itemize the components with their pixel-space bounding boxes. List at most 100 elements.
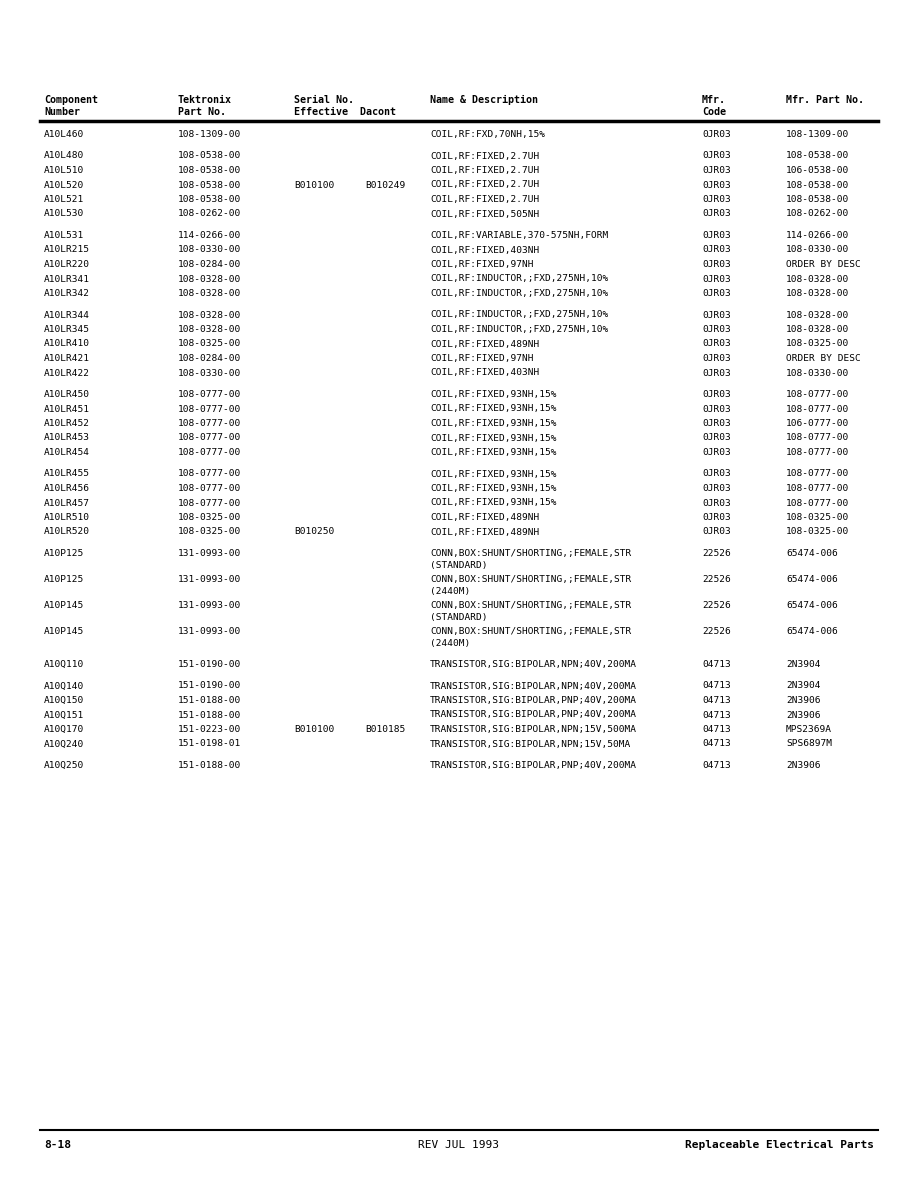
Text: 108-0777-00: 108-0777-00 bbox=[178, 484, 241, 493]
Text: TRANSISTOR,SIG:BIPOLAR,NPN;15V,500MA: TRANSISTOR,SIG:BIPOLAR,NPN;15V,500MA bbox=[430, 725, 637, 734]
Text: 04713: 04713 bbox=[702, 710, 731, 720]
Text: 131-0993-00: 131-0993-00 bbox=[178, 627, 241, 636]
Text: 65474-006: 65474-006 bbox=[786, 575, 838, 584]
Text: 108-0538-00: 108-0538-00 bbox=[786, 181, 849, 190]
Text: A10L510: A10L510 bbox=[44, 166, 84, 175]
Text: 131-0993-00: 131-0993-00 bbox=[178, 575, 241, 584]
Text: A10LR344: A10LR344 bbox=[44, 310, 90, 320]
Text: 04713: 04713 bbox=[702, 725, 731, 734]
Text: COIL,RF:FIXED,489NH: COIL,RF:FIXED,489NH bbox=[430, 513, 539, 522]
Text: B010250: B010250 bbox=[294, 527, 334, 537]
Text: COIL,RF:FIXED,505NH: COIL,RF:FIXED,505NH bbox=[430, 209, 539, 219]
Text: 108-0538-00: 108-0538-00 bbox=[178, 152, 241, 160]
Text: A10Q170: A10Q170 bbox=[44, 725, 84, 734]
Text: A10LR520: A10LR520 bbox=[44, 527, 90, 537]
Text: COIL,RF:FIXED,93NH,15%: COIL,RF:FIXED,93NH,15% bbox=[430, 484, 556, 493]
Text: 0JR03: 0JR03 bbox=[702, 434, 731, 442]
Text: 0JR03: 0JR03 bbox=[702, 354, 731, 364]
Text: 108-0777-00: 108-0777-00 bbox=[178, 390, 241, 399]
Text: Code: Code bbox=[702, 107, 726, 116]
Text: 22526: 22526 bbox=[702, 549, 731, 558]
Text: TRANSISTOR,SIG:BIPOLAR,PNP;40V,200MA: TRANSISTOR,SIG:BIPOLAR,PNP;40V,200MA bbox=[430, 696, 637, 704]
Text: B010100: B010100 bbox=[294, 181, 334, 190]
Text: 0JR03: 0JR03 bbox=[702, 152, 731, 160]
Text: 108-0330-00: 108-0330-00 bbox=[178, 246, 241, 254]
Text: ORDER BY DESC: ORDER BY DESC bbox=[786, 260, 861, 268]
Text: 108-0328-00: 108-0328-00 bbox=[786, 274, 849, 284]
Text: 0JR03: 0JR03 bbox=[702, 527, 731, 537]
Text: 22526: 22526 bbox=[702, 601, 731, 609]
Text: (2440M): (2440M) bbox=[430, 587, 470, 596]
Text: 65474-006: 65474-006 bbox=[786, 627, 838, 636]
Text: A10LR421: A10LR421 bbox=[44, 354, 90, 364]
Text: 0JR03: 0JR03 bbox=[702, 230, 731, 240]
Text: A10LR510: A10LR510 bbox=[44, 513, 90, 522]
Text: COIL,RF:FIXED,97NH: COIL,RF:FIXED,97NH bbox=[430, 260, 533, 268]
Text: A10LR451: A10LR451 bbox=[44, 404, 90, 413]
Text: Part No.: Part No. bbox=[178, 107, 226, 116]
Text: 108-1309-00: 108-1309-00 bbox=[786, 129, 849, 139]
Text: 04713: 04713 bbox=[702, 682, 731, 690]
Text: 108-0328-00: 108-0328-00 bbox=[178, 274, 241, 284]
Text: (STANDARD): (STANDARD) bbox=[430, 561, 487, 570]
Text: A10Q151: A10Q151 bbox=[44, 710, 84, 720]
Text: 8-18: 8-18 bbox=[44, 1140, 71, 1150]
Text: Component: Component bbox=[44, 95, 98, 105]
Text: 2N3906: 2N3906 bbox=[786, 710, 821, 720]
Text: 22526: 22526 bbox=[702, 575, 731, 584]
Text: 0JR03: 0JR03 bbox=[702, 484, 731, 493]
Text: 108-0328-00: 108-0328-00 bbox=[786, 310, 849, 320]
Text: Tektronix: Tektronix bbox=[178, 95, 232, 105]
Text: 106-0538-00: 106-0538-00 bbox=[786, 166, 849, 175]
Text: 131-0993-00: 131-0993-00 bbox=[178, 601, 241, 609]
Text: CONN,BOX:SHUNT/SHORTING,;FEMALE,STR: CONN,BOX:SHUNT/SHORTING,;FEMALE,STR bbox=[430, 627, 632, 636]
Text: 0JR03: 0JR03 bbox=[702, 390, 731, 399]
Text: A10L531: A10L531 bbox=[44, 230, 84, 240]
Text: COIL,RF:FIXED,93NH,15%: COIL,RF:FIXED,93NH,15% bbox=[430, 404, 556, 413]
Text: 65474-006: 65474-006 bbox=[786, 601, 838, 609]
Text: 0JR03: 0JR03 bbox=[702, 499, 731, 507]
Text: 108-0538-00: 108-0538-00 bbox=[178, 195, 241, 204]
Text: A10L530: A10L530 bbox=[44, 209, 84, 219]
Text: A10P125: A10P125 bbox=[44, 575, 84, 584]
Text: 0JR03: 0JR03 bbox=[702, 513, 731, 522]
Text: 108-0325-00: 108-0325-00 bbox=[178, 340, 241, 348]
Text: A10LR341: A10LR341 bbox=[44, 274, 90, 284]
Text: A10LR450: A10LR450 bbox=[44, 390, 90, 399]
Text: 108-0777-00: 108-0777-00 bbox=[178, 434, 241, 442]
Text: COIL,RF:VARIABLE,370-575NH,FORM: COIL,RF:VARIABLE,370-575NH,FORM bbox=[430, 230, 609, 240]
Text: 108-0777-00: 108-0777-00 bbox=[786, 484, 849, 493]
Text: 151-0198-01: 151-0198-01 bbox=[178, 739, 241, 748]
Text: COIL,RF:FIXED,93NH,15%: COIL,RF:FIXED,93NH,15% bbox=[430, 499, 556, 507]
Text: 0JR03: 0JR03 bbox=[702, 448, 731, 457]
Text: 108-0325-00: 108-0325-00 bbox=[786, 527, 849, 537]
Text: COIL,RF:FIXED,403NH: COIL,RF:FIXED,403NH bbox=[430, 368, 539, 378]
Text: 0JR03: 0JR03 bbox=[702, 181, 731, 190]
Text: 0JR03: 0JR03 bbox=[702, 209, 731, 219]
Text: 04713: 04713 bbox=[702, 762, 731, 770]
Text: MPS2369A: MPS2369A bbox=[786, 725, 832, 734]
Text: 108-0262-00: 108-0262-00 bbox=[178, 209, 241, 219]
Text: 108-0777-00: 108-0777-00 bbox=[786, 499, 849, 507]
Text: COIL,RF:FIXED,2.7UH: COIL,RF:FIXED,2.7UH bbox=[430, 181, 539, 190]
Text: A10L521: A10L521 bbox=[44, 195, 84, 204]
Text: COIL,RF:INDUCTOR,;FXD,275NH,10%: COIL,RF:INDUCTOR,;FXD,275NH,10% bbox=[430, 289, 609, 298]
Text: A10L460: A10L460 bbox=[44, 129, 84, 139]
Text: 108-0777-00: 108-0777-00 bbox=[786, 404, 849, 413]
Text: 108-0538-00: 108-0538-00 bbox=[178, 181, 241, 190]
Text: 65474-006: 65474-006 bbox=[786, 549, 838, 558]
Text: 108-0777-00: 108-0777-00 bbox=[178, 469, 241, 479]
Text: A10LR345: A10LR345 bbox=[44, 326, 90, 334]
Text: COIL,RF:INDUCTOR,;FXD,275NH,10%: COIL,RF:INDUCTOR,;FXD,275NH,10% bbox=[430, 274, 609, 284]
Text: A10Q140: A10Q140 bbox=[44, 682, 84, 690]
Text: COIL,RF:FIXED,97NH: COIL,RF:FIXED,97NH bbox=[430, 354, 533, 364]
Text: 108-0325-00: 108-0325-00 bbox=[786, 340, 849, 348]
Text: 108-0777-00: 108-0777-00 bbox=[178, 404, 241, 413]
Text: A10Q150: A10Q150 bbox=[44, 696, 84, 704]
Text: 0JR03: 0JR03 bbox=[702, 310, 731, 320]
Text: Serial No.: Serial No. bbox=[294, 95, 354, 105]
Text: 0JR03: 0JR03 bbox=[702, 129, 731, 139]
Text: COIL,RF:INDUCTOR,;FXD,275NH,10%: COIL,RF:INDUCTOR,;FXD,275NH,10% bbox=[430, 310, 609, 320]
Text: COIL,RF:FXD,70NH,15%: COIL,RF:FXD,70NH,15% bbox=[430, 129, 545, 139]
Text: COIL,RF:FIXED,489NH: COIL,RF:FIXED,489NH bbox=[430, 527, 539, 537]
